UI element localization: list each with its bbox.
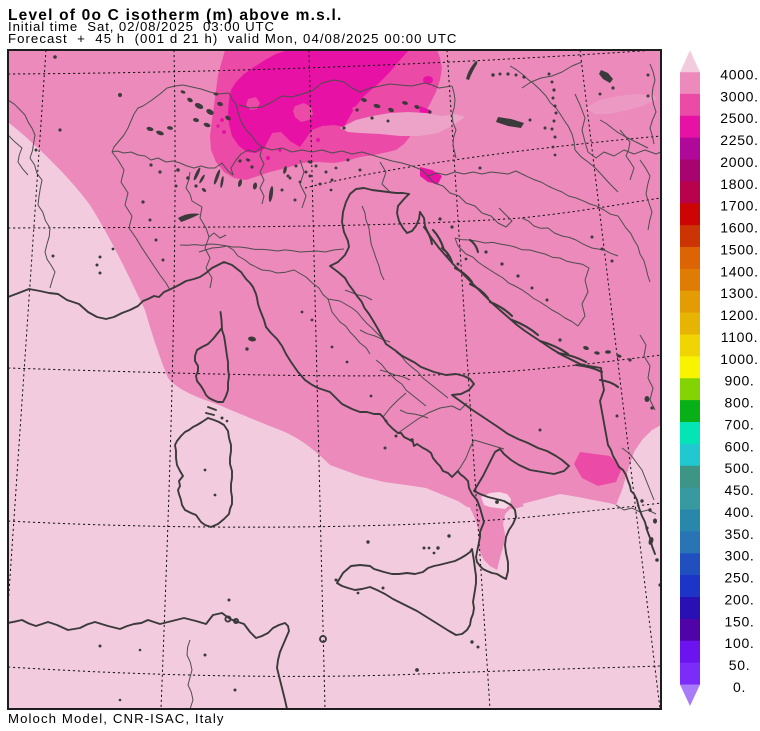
svg-text:1000.: 1000. [720, 351, 759, 367]
svg-text:700.: 700. [724, 416, 754, 432]
svg-text:200.: 200. [724, 591, 754, 607]
svg-text:350.: 350. [724, 526, 754, 542]
svg-text:150.: 150. [724, 613, 754, 629]
svg-text:300.: 300. [724, 548, 754, 564]
svg-text:1600.: 1600. [720, 220, 759, 236]
svg-text:600.: 600. [724, 438, 754, 454]
svg-text:4000.: 4000. [720, 66, 759, 82]
svg-text:0.: 0. [733, 679, 746, 695]
svg-text:100.: 100. [724, 635, 754, 651]
svg-text:500.: 500. [724, 460, 754, 476]
svg-text:3000.: 3000. [720, 88, 759, 104]
svg-text:1400.: 1400. [720, 263, 759, 279]
svg-text:1100.: 1100. [721, 329, 759, 345]
svg-text:2000.: 2000. [720, 154, 759, 170]
svg-text:1500.: 1500. [720, 241, 759, 257]
svg-text:800.: 800. [724, 395, 754, 411]
svg-text:Level of 0o C isotherm (m) abo: Level of 0o C isotherm (m) above m.s.l. [8, 7, 342, 24]
svg-text:1200.: 1200. [720, 307, 759, 323]
svg-text:2500.: 2500. [720, 110, 759, 126]
svg-text:1800.: 1800. [720, 176, 759, 192]
svg-text:Moloch Model, CNR-ISAC, Italy: Moloch Model, CNR-ISAC, Italy [8, 711, 225, 726]
svg-text:1300.: 1300. [720, 285, 759, 301]
svg-text:400.: 400. [724, 504, 754, 520]
svg-text:2250.: 2250. [720, 132, 759, 148]
svg-text:Forecast + 45 h (001 d 21 h: Forecast + 45 h (001 d 21 h) valid Mon, … [8, 31, 458, 46]
svg-text:900.: 900. [724, 373, 754, 389]
svg-text:50.: 50. [729, 657, 751, 673]
svg-text:1700.: 1700. [720, 198, 759, 214]
svg-text:250.: 250. [724, 570, 754, 586]
svg-text:450.: 450. [724, 482, 754, 498]
svg-text:Initial time Sat, 02/08/2025: Initial time Sat, 02/08/2025 03:00 UTC [8, 19, 275, 34]
